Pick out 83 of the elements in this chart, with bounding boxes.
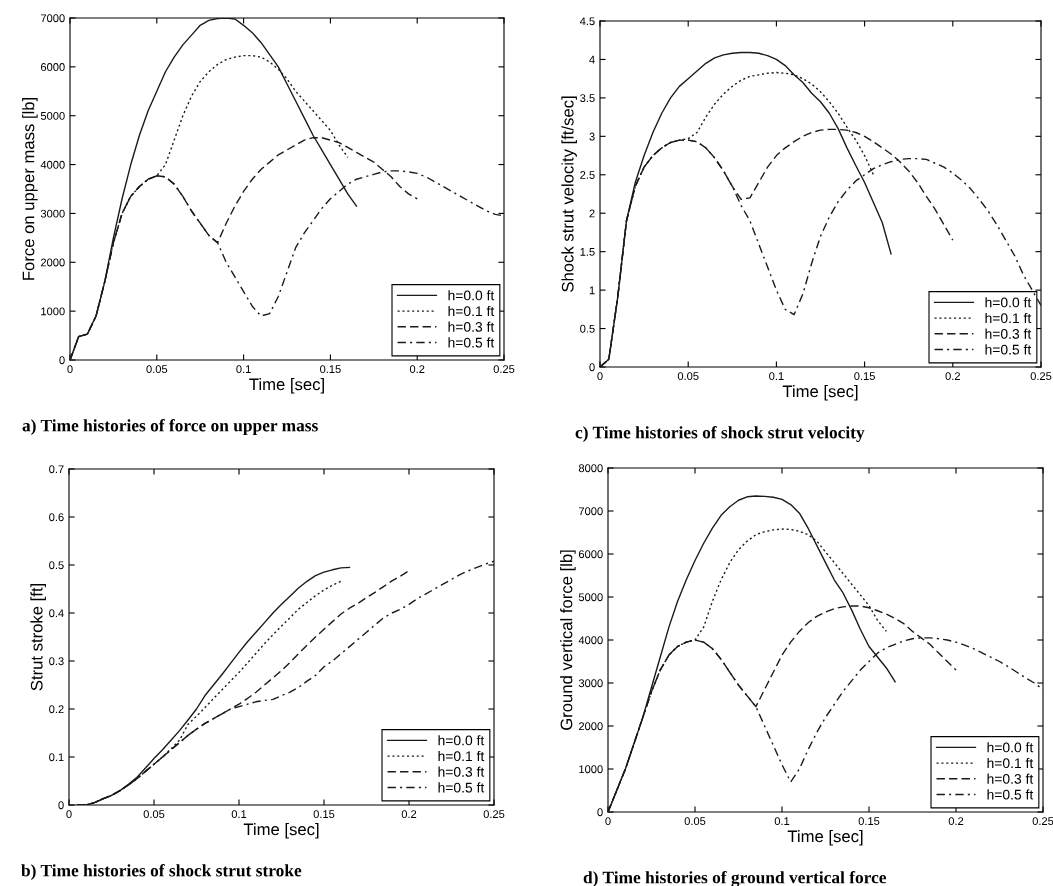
y-tick-label: 0 bbox=[58, 801, 64, 810]
y-tick-label: 4000 bbox=[578, 636, 603, 645]
y-tick-label: 2000 bbox=[40, 258, 65, 267]
text: c) Time histories of shock strut velocity bbox=[575, 426, 865, 442]
text: b) Time histories of shock strut stroke bbox=[21, 864, 302, 880]
legend-label: h=0.3 ft bbox=[987, 773, 1034, 784]
legend-label: h=0.3 ft bbox=[985, 328, 1032, 339]
x-tick-label: 0.2 bbox=[409, 365, 425, 374]
y-tick-label: 1 bbox=[589, 286, 595, 295]
y-tick-label: 1000 bbox=[41, 307, 65, 316]
x-tick-label: 0.05 bbox=[684, 817, 706, 826]
y-tick-label: 6000 bbox=[578, 550, 603, 559]
legend-label: h=0.1 ft bbox=[448, 305, 495, 317]
y-tick-label: 1.5 bbox=[580, 248, 595, 256]
x-tick-label: 0.1 bbox=[231, 810, 247, 819]
legend-label: h=0.1 ft bbox=[438, 750, 485, 762]
x-tick-label: 0.1 bbox=[774, 817, 790, 826]
x-tick-label: 0.15 bbox=[854, 372, 875, 381]
y-tick-label: 2.5 bbox=[580, 171, 595, 179]
x-axis-title: Time [sec] bbox=[243, 823, 319, 839]
y-axis-title: Ground vertical force [lb] bbox=[560, 550, 576, 730]
y-tick-label: 3000 bbox=[578, 679, 603, 688]
y-tick-label: 0.1 bbox=[49, 753, 64, 762]
legend-label: h=0.0 ft bbox=[438, 735, 485, 746]
y-tick-label: 0 bbox=[59, 356, 65, 365]
y-tick-label: 0.2 bbox=[49, 705, 64, 714]
y-axis-title: Strut stroke [ft] bbox=[30, 584, 46, 691]
x-tick-label: 0.2 bbox=[948, 817, 964, 826]
x-tick-label: 0.05 bbox=[677, 372, 699, 381]
y-tick-label: 3 bbox=[589, 132, 595, 141]
y-tick-label: 4000 bbox=[40, 160, 65, 169]
legend-label: h=0.5 ft bbox=[985, 344, 1032, 355]
x-tick-label: 0.25 bbox=[483, 810, 505, 819]
x-tick-label: 0.15 bbox=[320, 365, 341, 374]
x-tick-label: 0 bbox=[66, 810, 72, 819]
x-tick-label: 0.1 bbox=[236, 365, 251, 374]
legend-label: h=0.1 ft bbox=[985, 312, 1032, 324]
y-tick-label: 0.5 bbox=[580, 324, 595, 333]
y-tick-label: 0.6 bbox=[49, 513, 64, 522]
y-tick-label: 0.3 bbox=[49, 657, 64, 666]
legend-label: h=0.3 ft bbox=[438, 766, 485, 777]
x-tick-label: 0 bbox=[67, 365, 73, 374]
y-tick-label: 8000 bbox=[578, 464, 603, 473]
x-tick-label: 0.05 bbox=[146, 365, 168, 374]
x-tick-label: 0.15 bbox=[313, 810, 335, 819]
y-tick-label: 3.5 bbox=[580, 94, 595, 103]
y-tick-label: 3000 bbox=[40, 209, 65, 218]
x-tick-label: 0 bbox=[605, 817, 611, 826]
y-tick-label: 4.5 bbox=[579, 17, 595, 26]
y-tick-label: 7000 bbox=[40, 14, 65, 23]
legend-label: h=0.3 ft bbox=[448, 321, 495, 332]
y-tick-label: 2 bbox=[589, 209, 595, 218]
x-tick-label: 0.25 bbox=[493, 365, 515, 374]
legend-label: h=0.0 ft bbox=[985, 297, 1032, 308]
legend-label: h=0.5 ft bbox=[987, 789, 1034, 800]
x-tick-label: 0.25 bbox=[1032, 817, 1053, 826]
x-tick-label: 0.2 bbox=[945, 372, 960, 381]
y-tick-label: 1000 bbox=[579, 765, 603, 774]
legend-label: h=0.0 ft bbox=[987, 742, 1034, 753]
x-axis-title: Time [sec] bbox=[249, 378, 324, 394]
x-tick-label: 0.15 bbox=[858, 817, 880, 826]
legend-label: h=0.0 ft bbox=[448, 290, 495, 301]
x-tick-label: 0.25 bbox=[1030, 372, 1052, 381]
x-axis-title: Time [sec] bbox=[782, 385, 858, 401]
y-tick-label: 7000 bbox=[578, 507, 603, 516]
legend-label: h=0.5 ft bbox=[438, 782, 485, 793]
y-tick-label: 5000 bbox=[578, 593, 603, 602]
y-axis-title: Shock strut velocity [ft/sec] bbox=[561, 96, 577, 292]
y-tick-label: 2000 bbox=[578, 722, 603, 731]
y-tick-label: 6000 bbox=[40, 63, 65, 71]
x-tick-label: 0.05 bbox=[143, 810, 165, 819]
text: a) Time histories of force on upper mass bbox=[22, 419, 318, 435]
y-tick-label: 4 bbox=[589, 55, 595, 64]
y-tick-label: 0.7 bbox=[49, 465, 64, 474]
y-tick-label: 0.4 bbox=[49, 609, 64, 618]
x-tick-label: 0.2 bbox=[401, 810, 417, 819]
x-tick-label: 0.1 bbox=[769, 372, 784, 381]
y-tick-label: 0.5 bbox=[49, 561, 64, 570]
y-tick-label: 5000 bbox=[40, 111, 65, 120]
legend-label: h=0.5 ft bbox=[448, 337, 495, 348]
legend-label: h=0.1 ft bbox=[987, 757, 1034, 769]
y-axis-title: Force on upper mass [lb] bbox=[22, 98, 38, 280]
x-axis-title: Time [sec] bbox=[787, 830, 863, 846]
